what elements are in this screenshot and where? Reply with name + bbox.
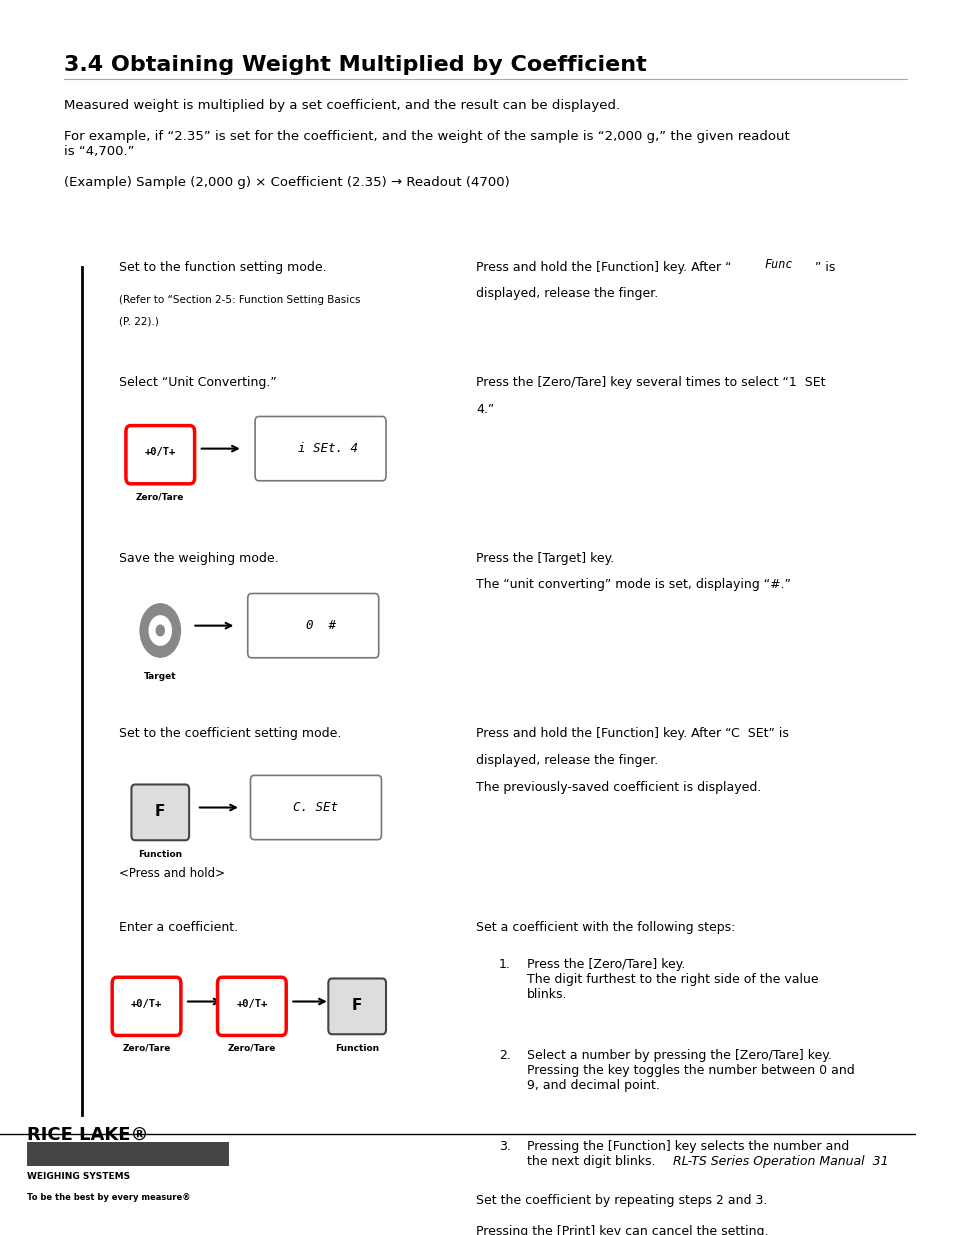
Text: (Example) Sample (2,000 g) × Coefficient (2.35) → Readout (4700): (Example) Sample (2,000 g) × Coefficient…: [64, 175, 509, 189]
Text: 2.: 2.: [498, 1049, 511, 1062]
Text: Select “Unit Converting.”: Select “Unit Converting.”: [119, 375, 276, 389]
Text: Set the coefficient by repeating steps 2 and 3.: Set the coefficient by repeating steps 2…: [476, 1194, 767, 1208]
Text: displayed, release the finger.: displayed, release the finger.: [476, 288, 658, 300]
Text: Zero/Tare: Zero/Tare: [228, 1044, 275, 1053]
Text: Save the weighing mode.: Save the weighing mode.: [119, 552, 278, 564]
Text: Set to the coefficient setting mode.: Set to the coefficient setting mode.: [119, 727, 341, 741]
Text: To be the best by every measure®: To be the best by every measure®: [28, 1193, 191, 1202]
Text: Target: Target: [144, 672, 176, 680]
Text: Pressing the [Print] key can cancel the setting.: Pressing the [Print] key can cancel the …: [476, 1225, 768, 1235]
FancyBboxPatch shape: [132, 784, 189, 840]
Text: The previously-saved coefficient is displayed.: The previously-saved coefficient is disp…: [476, 781, 760, 794]
Text: Press the [Zero/Tare] key several times to select “1  SEt: Press the [Zero/Tare] key several times …: [476, 375, 825, 389]
FancyBboxPatch shape: [126, 426, 194, 484]
FancyBboxPatch shape: [112, 977, 181, 1035]
FancyBboxPatch shape: [251, 776, 381, 840]
Text: C. SEt: C. SEt: [294, 802, 338, 814]
Text: Function: Function: [335, 1044, 379, 1053]
Text: +0/T+: +0/T+: [145, 447, 175, 457]
Text: F: F: [155, 804, 165, 819]
Text: RL-TS Series Operation Manual  31: RL-TS Series Operation Manual 31: [672, 1155, 887, 1168]
Text: Enter a coefficient.: Enter a coefficient.: [119, 921, 238, 935]
Text: Press the [Zero/Tare] key.
The digit furthest to the right side of the value
bli: Press the [Zero/Tare] key. The digit fur…: [526, 958, 818, 1000]
FancyBboxPatch shape: [328, 978, 386, 1034]
FancyBboxPatch shape: [28, 1142, 229, 1166]
Text: RICE LAKE®: RICE LAKE®: [28, 1125, 149, 1144]
FancyBboxPatch shape: [217, 977, 286, 1035]
Text: Zero/Tare: Zero/Tare: [136, 493, 184, 501]
Text: Press and hold the [Function] key. After “C  SEt” is: Press and hold the [Function] key. After…: [476, 727, 788, 741]
Text: Press and hold the [Function] key. After “: Press and hold the [Function] key. After…: [476, 261, 731, 274]
Text: i SEt. 4: i SEt. 4: [283, 442, 357, 456]
Text: 3.4 Obtaining Weight Multiplied by Coefficient: 3.4 Obtaining Weight Multiplied by Coeff…: [64, 54, 646, 74]
Text: Func: Func: [764, 258, 792, 272]
Circle shape: [140, 604, 180, 657]
Text: 4.”: 4.”: [476, 403, 494, 415]
Text: Press the [Target] key.: Press the [Target] key.: [476, 552, 614, 564]
Text: 3.: 3.: [498, 1140, 511, 1152]
Text: (Refer to “Section 2-5: Function Setting Basics: (Refer to “Section 2-5: Function Setting…: [119, 295, 360, 305]
Text: Function: Function: [138, 850, 182, 860]
Text: (P. 22).): (P. 22).): [119, 316, 159, 326]
Text: +0/T+: +0/T+: [131, 999, 162, 1009]
Text: 0  #: 0 #: [291, 619, 335, 632]
Circle shape: [156, 625, 164, 636]
Text: WEIGHING SYSTEMS: WEIGHING SYSTEMS: [28, 1172, 131, 1182]
FancyBboxPatch shape: [248, 594, 378, 658]
FancyBboxPatch shape: [254, 416, 386, 480]
Text: Set a coefficient with the following steps:: Set a coefficient with the following ste…: [476, 921, 735, 935]
Circle shape: [149, 616, 172, 645]
Text: Measured weight is multiplied by a set coefficient, and the result can be displa: Measured weight is multiplied by a set c…: [64, 100, 619, 112]
Text: +0/T+: +0/T+: [236, 999, 267, 1009]
Text: The “unit converting” mode is set, displaying “#.”: The “unit converting” mode is set, displ…: [476, 578, 790, 592]
Text: Set to the function setting mode.: Set to the function setting mode.: [119, 261, 326, 274]
Text: <Press and hold>: <Press and hold>: [119, 867, 225, 879]
Text: ” is: ” is: [814, 261, 835, 274]
Text: Select a number by pressing the [Zero/Tare] key.
Pressing the key toggles the nu: Select a number by pressing the [Zero/Ta…: [526, 1049, 854, 1092]
Text: For example, if “2.35” is set for the coefficient, and the weight of the sample : For example, if “2.35” is set for the co…: [64, 130, 789, 158]
Text: Pressing the [Function] key selects the number and
the next digit blinks.: Pressing the [Function] key selects the …: [526, 1140, 848, 1168]
Text: 1.: 1.: [498, 958, 511, 971]
Text: Zero/Tare: Zero/Tare: [122, 1044, 171, 1053]
Text: F: F: [352, 998, 362, 1013]
Text: displayed, release the finger.: displayed, release the finger.: [476, 755, 658, 767]
